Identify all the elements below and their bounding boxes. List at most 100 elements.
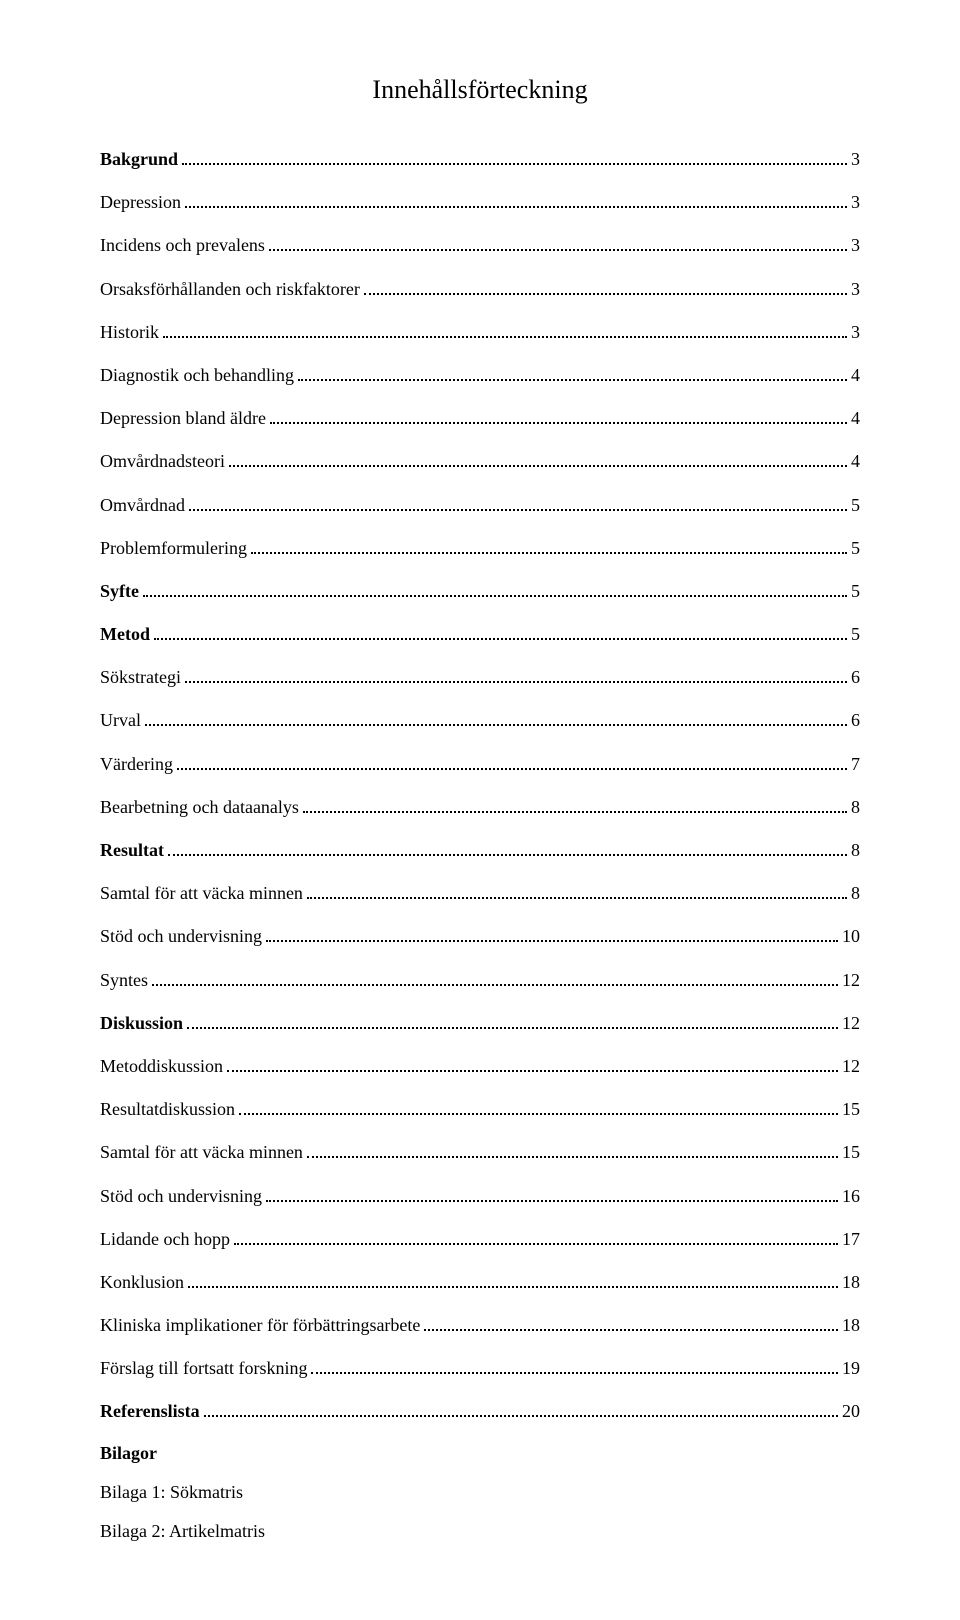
toc-leader-dots [303,811,847,813]
toc-leader-dots [143,595,847,597]
toc-entry: Värdering7 [100,752,860,777]
toc-entry-label: Historik [100,320,159,345]
toc-entry-label: Syntes [100,968,148,993]
toc-entry-page: 17 [842,1227,860,1252]
toc-entry-page: 3 [851,233,860,258]
toc-entry-page: 20 [842,1399,860,1424]
toc-leader-dots [251,552,847,554]
toc-leader-dots [182,163,847,165]
toc-leader-dots [168,854,847,856]
toc-entry: Historik 3 [100,320,860,345]
toc-entry: Bakgrund3 [100,147,860,172]
toc-entry-label: Konklusion [100,1270,184,1295]
toc-entry-page: 6 [851,665,860,690]
toc-entry: Samtal för att väcka minnen 15 [100,1140,860,1165]
toc-leader-dots [266,940,838,942]
toc-entry: Kliniska implikationer för förbättringsa… [100,1313,860,1338]
toc-entry-page: 5 [851,493,860,518]
toc-leader-dots [307,897,847,899]
toc-leader-dots [307,1156,838,1158]
toc-entry: Sökstrategi6 [100,665,860,690]
toc-leader-dots [189,509,847,511]
toc-entry: Depression bland äldre4 [100,406,860,431]
toc-entry-page: 5 [851,579,860,604]
toc-entry-label: Diagnostik och behandling [100,363,294,388]
toc-entry-page: 12 [842,968,860,993]
toc-entry: Stöd och undervisning 10 [100,924,860,949]
toc-entry-label: Diskussion [100,1011,183,1036]
toc-entry-label: Stöd och undervisning [100,924,262,949]
toc-entry-label: Depression bland äldre [100,406,266,431]
toc-entry: Omvårdnadsteori 4 [100,449,860,474]
toc-entry: Bilaga 2: Artikelmatris [100,1521,860,1542]
toc-entry-label: Omvårdnadsteori [100,449,225,474]
table-of-contents: Bakgrund3 Depression3 Incidens och prevale… [100,147,860,1542]
toc-entry-page: 16 [842,1184,860,1209]
toc-entry-page: 8 [851,838,860,863]
toc-leader-dots [234,1243,838,1245]
toc-entry-label: Urval [100,708,141,733]
toc-leader-dots [298,379,847,381]
toc-entry: Resultatdiskussion15 [100,1097,860,1122]
toc-entry: Konklusion18 [100,1270,860,1295]
toc-entry: Syfte 5 [100,579,860,604]
toc-entry-label: Metod [100,622,150,647]
toc-entry: Diskussion12 [100,1011,860,1036]
toc-entry: Problemformulering5 [100,536,860,561]
toc-entry: Lidande och hopp 17 [100,1227,860,1252]
toc-entry-label: Samtal för att väcka minnen [100,881,303,906]
toc-entry: Urval 6 [100,708,860,733]
toc-entry-page: 6 [851,708,860,733]
toc-entry-page: 15 [842,1140,860,1165]
toc-entry-label: Resultatdiskussion [100,1097,235,1122]
toc-entry: Bilaga 1: Sökmatris [100,1482,860,1503]
toc-entry-label: Problemformulering [100,536,247,561]
toc-entry-label: Förslag till fortsatt forskning [100,1356,307,1381]
toc-leader-dots [266,1200,838,1202]
toc-entry-label: Samtal för att väcka minnen [100,1140,303,1165]
toc-leader-dots [152,984,838,986]
toc-leader-dots [229,465,847,467]
toc-entry-label: Referenslista [100,1399,200,1424]
toc-entry: Resultat 8 [100,838,860,863]
toc-entry-label: Lidande och hopp [100,1227,230,1252]
toc-entry-page: 18 [842,1313,860,1338]
toc-entry: Depression3 [100,190,860,215]
toc-entry-label: Orsaksförhållanden och riskfaktorer [100,277,360,302]
toc-entry-label: Resultat [100,838,164,863]
toc-entry-page: 4 [851,449,860,474]
toc-leader-dots [311,1372,838,1374]
toc-entry-label: Syfte [100,579,139,604]
toc-entry-page: 3 [851,190,860,215]
toc-leader-dots [227,1070,838,1072]
toc-entry: Incidens och prevalens3 [100,233,860,258]
toc-entry-label: Omvårdnad [100,493,185,518]
toc-entry-label: Värdering [100,752,173,777]
toc-leader-dots [185,681,847,683]
toc-leader-dots [364,293,847,295]
toc-entry: Metod 5 [100,622,860,647]
toc-entry: Samtal för att väcka minnen8 [100,881,860,906]
toc-leader-dots [163,336,847,338]
toc-entry-label: Bearbetning och dataanalys [100,795,299,820]
toc-entry-page: 3 [851,277,860,302]
toc-entry-page: 3 [851,320,860,345]
toc-entry-page: 19 [842,1356,860,1381]
toc-entry-label: Kliniska implikationer för förbättringsa… [100,1313,420,1338]
toc-leader-dots [269,249,847,251]
toc-entry-page: 8 [851,795,860,820]
toc-leader-dots [185,206,847,208]
toc-entry-page: 10 [842,924,860,949]
toc-leader-dots [145,724,847,726]
toc-entry-page: 5 [851,622,860,647]
toc-entry: Syntes 12 [100,968,860,993]
toc-leader-dots [188,1286,838,1288]
toc-leader-dots [177,768,847,770]
toc-entry-page: 3 [851,147,860,172]
toc-leader-dots [154,638,847,640]
toc-leader-dots [204,1415,838,1417]
toc-entry: Stöd och undervisning16 [100,1184,860,1209]
page-title: Innehållsförteckning [100,75,860,105]
toc-entry: Bearbetning och dataanalys 8 [100,795,860,820]
toc-entry: Diagnostik och behandling4 [100,363,860,388]
